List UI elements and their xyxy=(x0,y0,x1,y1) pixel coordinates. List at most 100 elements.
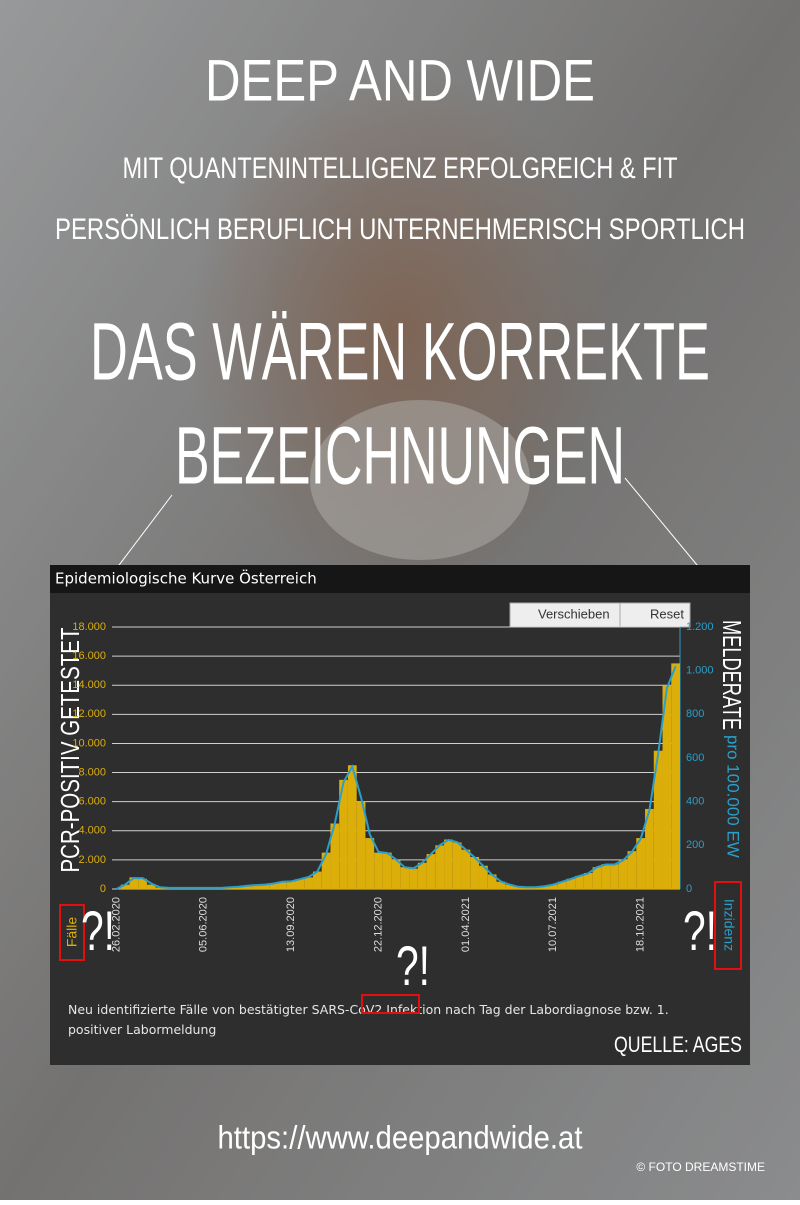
tick-label: 16.000 xyxy=(72,650,106,662)
bar xyxy=(129,877,139,889)
tick-label: 8.000 xyxy=(78,766,106,778)
bar xyxy=(339,779,348,889)
bar xyxy=(653,750,663,889)
tick-label: 800 xyxy=(686,708,704,720)
bar xyxy=(286,881,296,889)
bar xyxy=(479,865,488,889)
bar xyxy=(365,838,375,889)
tick-label: 6.000 xyxy=(78,796,106,808)
x-tick-label: 26.02.2020 xyxy=(110,897,122,952)
poster-title: DEEP AND WIDE xyxy=(205,48,595,113)
chart-caption: Neu identifizierte Fälle von bestätigter… xyxy=(68,1002,669,1037)
headline: DAS WÄREN KORREKTE xyxy=(90,307,710,398)
bar xyxy=(330,823,340,889)
tick-label: 4.000 xyxy=(78,825,106,837)
headline: BEZEICHNUNGEN xyxy=(175,411,625,502)
source: QUELLE: AGES xyxy=(614,1032,742,1057)
bar xyxy=(382,852,392,889)
bar xyxy=(260,884,270,889)
x-tick-label: 05.06.2020 xyxy=(198,897,210,952)
x-tick-label: 22.12.2020 xyxy=(372,897,384,952)
credit: © FOTO DREAMSTIME xyxy=(636,1160,765,1174)
x-tick-label: 01.04.2021 xyxy=(460,897,472,952)
line xyxy=(115,665,677,890)
bar xyxy=(610,864,619,889)
bar xyxy=(138,878,147,889)
bar xyxy=(592,867,602,889)
bar xyxy=(321,852,331,889)
bar xyxy=(391,859,401,889)
bar xyxy=(452,842,462,889)
tick-label: 0 xyxy=(686,883,692,895)
subtitle: PERSÖNLICH BERUFLICH UNTERNEHMERISCH SPO… xyxy=(55,213,745,246)
tick-label: 1.000 xyxy=(686,665,714,677)
bar xyxy=(409,868,418,889)
bar xyxy=(400,867,410,889)
tick-label: 200 xyxy=(686,839,704,851)
left-annotation: PCR-POSITIV GETESTET xyxy=(55,627,85,872)
caption-box: Neu identifizierte Fälle von bestätigter… xyxy=(68,1002,669,1037)
tick-label: 1.200 xyxy=(686,621,714,633)
bar xyxy=(548,884,558,889)
tick-label: 400 xyxy=(686,796,704,808)
chart-titlebar xyxy=(50,565,750,593)
x-tick-label: 18.10.2021 xyxy=(635,897,647,952)
bar xyxy=(487,874,497,889)
tick-label: 18.000 xyxy=(72,621,106,633)
bar xyxy=(496,881,506,889)
button-label[interactable]: Verschieben xyxy=(538,606,610,621)
bar xyxy=(557,881,567,889)
bar xyxy=(120,884,130,889)
bar xyxy=(566,878,576,889)
y-axis-label: Fälle xyxy=(64,917,80,948)
tick-label: 14.000 xyxy=(72,679,106,691)
chart-panel xyxy=(50,565,750,1065)
bar xyxy=(295,879,305,889)
subtitle: MIT QUANTENINTELLIGENZ ERFOLGREICH & FIT xyxy=(123,152,678,185)
highlight-box xyxy=(59,904,85,961)
bar xyxy=(645,808,654,889)
bar xyxy=(618,859,628,889)
bar xyxy=(356,801,366,889)
tick-label: 10.000 xyxy=(72,737,106,749)
highlight-box xyxy=(714,881,742,970)
bar xyxy=(671,663,680,889)
bar xyxy=(575,875,584,889)
bar xyxy=(601,864,611,889)
bar xyxy=(583,872,593,889)
bar xyxy=(444,839,453,889)
tick-label: 2.000 xyxy=(78,854,106,866)
bar xyxy=(435,845,445,889)
bar xyxy=(304,877,313,889)
chart-title: Epidemiologische Kurve Österreich xyxy=(55,569,317,588)
button[interactable] xyxy=(619,602,691,628)
bar xyxy=(627,851,637,889)
annotation-mark: ?! xyxy=(396,934,430,997)
tick-label: 12.000 xyxy=(72,708,106,720)
right-subannotation: pro 100.000 EW xyxy=(724,735,743,858)
bar xyxy=(278,881,287,889)
bar xyxy=(251,885,261,889)
bar xyxy=(312,871,322,889)
tick-label: 600 xyxy=(686,752,704,764)
tick-label: 0 xyxy=(100,883,106,895)
bar xyxy=(636,838,646,889)
bar xyxy=(417,862,427,889)
bar xyxy=(513,886,523,889)
bar xyxy=(243,885,252,889)
bar xyxy=(347,765,357,889)
highlight-box xyxy=(361,994,420,1014)
button-label[interactable]: Reset xyxy=(650,606,684,621)
bar xyxy=(146,884,156,889)
bar xyxy=(540,886,549,889)
beard-shape xyxy=(310,400,530,560)
annotation-mark: ?! xyxy=(81,899,115,962)
bar xyxy=(505,884,514,889)
bar xyxy=(234,886,244,889)
annotation-mark: ?! xyxy=(683,899,717,962)
x-tick-label: 13.09.2020 xyxy=(285,897,297,952)
y2-axis-label: Inzidenz xyxy=(721,899,737,951)
bar xyxy=(426,854,436,889)
right-annotation: MELDERATE xyxy=(717,620,747,730)
